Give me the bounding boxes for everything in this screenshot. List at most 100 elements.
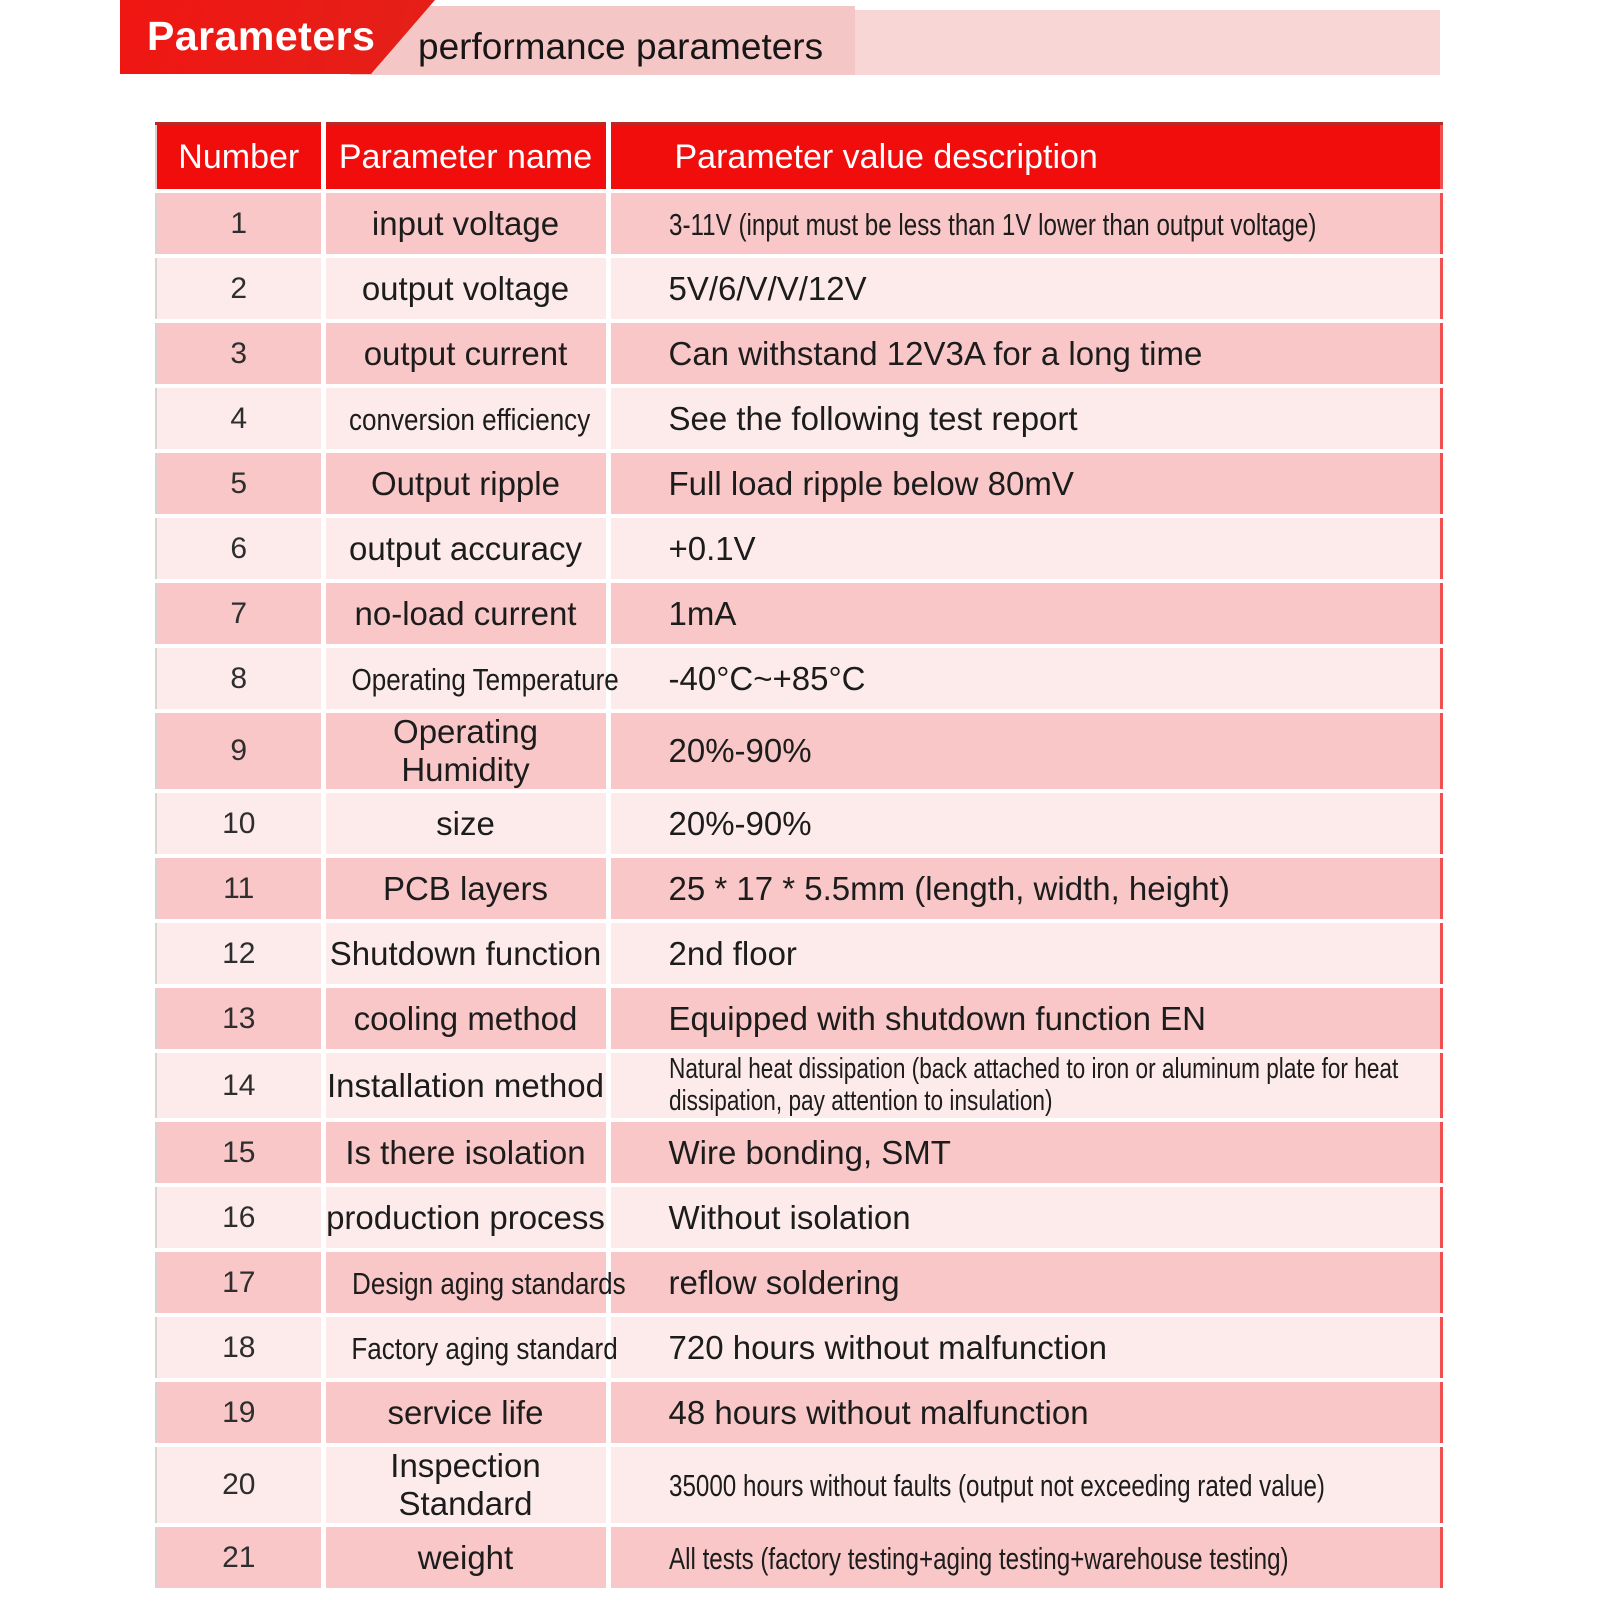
row-number: 1 — [156, 189, 323, 256]
row-number: 19 — [156, 1378, 323, 1446]
banner-pink-strip — [350, 6, 1440, 75]
parameter-name-text: Operating Temperature — [350, 661, 619, 697]
table-header-row: Number Parameter name Parameter value de… — [156, 122, 1441, 191]
column-header-parameter-value: Parameter value description — [605, 122, 1441, 191]
parameter-value-text: 35000 hours without faults (output not e… — [668, 1468, 1325, 1504]
table-row: 9 Operating Humidity 20%-90% — [156, 709, 1441, 791]
table-row: 4 conversion efficiency See the followin… — [156, 384, 1441, 451]
parameter-name: conversion efficiency — [320, 384, 608, 451]
parameter-value: 5V/6/V/V/12V — [605, 254, 1441, 321]
parameter-value: 25 * 17 * 5.5mm (length, width, height) — [605, 854, 1441, 921]
parameter-value: Full load ripple below 80mV — [605, 449, 1441, 516]
table-row: 13 cooling method Equipped with shutdown… — [156, 984, 1441, 1051]
parameter-value: 35000 hours without faults (output not e… — [605, 1443, 1441, 1526]
parameter-name: Inspection Standard — [320, 1443, 608, 1526]
parameter-value: 20%-90% — [605, 789, 1441, 856]
column-header-parameter-name: Parameter name — [320, 122, 608, 191]
parameter-value: 20%-90% — [605, 709, 1441, 791]
table-row: 6 output accuracy +0.1V — [156, 514, 1441, 581]
table-row: 15 Is there isolation Wire bonding, SMT — [156, 1118, 1441, 1186]
table-row: 18 Factory aging standard 720 hours with… — [156, 1313, 1441, 1381]
row-number: 6 — [156, 514, 323, 581]
parameter-value: Without isolation — [605, 1183, 1441, 1251]
parameter-name: output voltage — [320, 254, 608, 321]
parameter-name: weight — [320, 1523, 608, 1589]
table-row: 17 Design aging standards reflow solderi… — [156, 1248, 1441, 1316]
row-number: 9 — [156, 709, 323, 791]
parameter-name: Design aging standards — [320, 1248, 625, 1316]
table-row: 21 weight All tests (factory testing+agi… — [156, 1523, 1441, 1589]
row-number: 3 — [156, 319, 323, 386]
banner-subtitle-background — [350, 6, 855, 75]
section-banner: Parameters performance parameters — [0, 0, 1600, 80]
row-number: 17 — [156, 1248, 323, 1316]
parameters-table: Number Parameter name Parameter value de… — [155, 122, 1443, 1589]
parameter-value: 720 hours without malfunction — [605, 1313, 1441, 1381]
banner-tag-label: Parameters — [147, 13, 376, 59]
parameter-name: Factory aging standard — [320, 1313, 617, 1381]
row-number: 14 — [156, 1048, 323, 1121]
row-number: 4 — [156, 384, 323, 451]
parameter-value: 3-11V (input must be less than 1V lower … — [605, 189, 1441, 256]
parameter-value-text: All tests (factory testing+aging testing… — [668, 1540, 1289, 1576]
parameter-value: 48 hours without malfunction — [605, 1378, 1441, 1446]
parameter-value: Can withstand 12V3A for a long time — [605, 319, 1441, 386]
parameter-value-text: 3-11V (input must be less than 1V lower … — [668, 206, 1316, 242]
parameter-name: size — [320, 789, 608, 856]
parameter-name: cooling method — [320, 984, 608, 1051]
table-row: 10 size 20%-90% — [156, 789, 1441, 856]
parameter-name: output accuracy — [320, 514, 608, 581]
parameter-value: All tests (factory testing+aging testing… — [605, 1523, 1441, 1589]
parameter-name-text: Design aging standards — [351, 1265, 626, 1301]
parameter-name: no-load current — [320, 579, 608, 646]
row-number: 7 — [156, 579, 323, 646]
parameter-value: Natural heat dissipation (back attached … — [605, 1048, 1441, 1121]
parameter-value: Wire bonding, SMT — [605, 1118, 1441, 1186]
parameter-name-text: Factory aging standard — [350, 1330, 618, 1366]
parameter-value: +0.1V — [605, 514, 1441, 581]
row-number: 15 — [156, 1118, 323, 1186]
parameter-value: 1mA — [605, 579, 1441, 646]
parameter-name: Operating Humidity — [320, 709, 608, 791]
parameter-name: Shutdown function — [320, 919, 608, 986]
table-row: 11 PCB layers 25 * 17 * 5.5mm (length, w… — [156, 854, 1441, 921]
banner-subtitle: performance parameters — [418, 26, 824, 67]
table-row: 1 input voltage 3-11V (input must be les… — [156, 189, 1441, 256]
parameter-value: reflow soldering — [605, 1248, 1441, 1316]
table-row: 8 Operating Temperature -40°C~+85°C — [156, 644, 1441, 711]
row-number: 18 — [156, 1313, 323, 1381]
parameter-value: -40°C~+85°C — [605, 644, 1441, 711]
parameter-name: Operating Temperature — [320, 644, 618, 711]
table-row: 16 production process Without isolation — [156, 1183, 1441, 1251]
parameter-name: PCB layers — [320, 854, 608, 921]
table-row: 2 output voltage 5V/6/V/V/12V — [156, 254, 1441, 321]
row-number: 5 — [156, 449, 323, 516]
row-number: 21 — [156, 1523, 323, 1589]
parameter-name: output current — [320, 319, 608, 386]
table-row: 19 service life 48 hours without malfunc… — [156, 1378, 1441, 1446]
row-number: 12 — [156, 919, 323, 986]
parameter-name: input voltage — [320, 189, 608, 256]
row-number: 8 — [156, 644, 323, 711]
table-row: 14 Installation method Natural heat diss… — [156, 1048, 1441, 1121]
column-header-number: Number — [156, 122, 323, 191]
parameter-name: production process — [320, 1183, 608, 1251]
row-number: 10 — [156, 789, 323, 856]
table-row: 20 Inspection Standard 35000 hours witho… — [156, 1443, 1441, 1526]
row-number: 16 — [156, 1183, 323, 1251]
parameter-name: Is there isolation — [320, 1118, 608, 1186]
row-number: 20 — [156, 1443, 323, 1526]
parameter-name-text: conversion efficiency — [348, 401, 590, 437]
row-number: 13 — [156, 984, 323, 1051]
parameter-value: See the following test report — [605, 384, 1441, 451]
table-row: 7 no-load current 1mA — [156, 579, 1441, 646]
table-row: 5 Output ripple Full load ripple below 8… — [156, 449, 1441, 516]
table-row: 3 output current Can withstand 12V3A for… — [156, 319, 1441, 386]
parameter-value: 2nd floor — [605, 919, 1441, 986]
parameter-value: Equipped with shutdown function EN — [605, 984, 1441, 1051]
parameter-name: service life — [320, 1378, 608, 1446]
row-number: 2 — [156, 254, 323, 321]
table-row: 12 Shutdown function 2nd floor — [156, 919, 1441, 986]
parameter-name: Installation method — [320, 1048, 608, 1121]
